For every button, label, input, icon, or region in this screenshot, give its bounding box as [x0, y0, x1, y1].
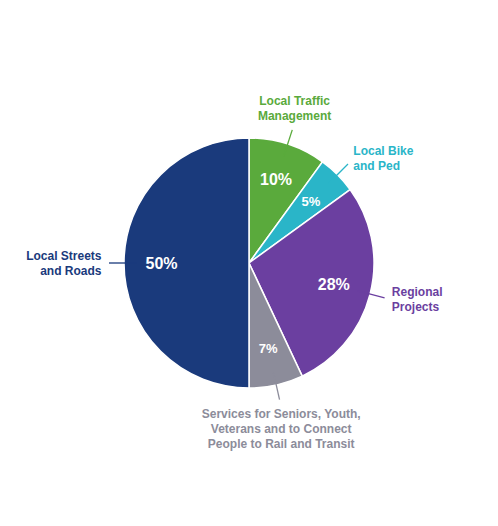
chart: 10%5%28%7%50%Local TrafficManagementLoca…	[0, 0, 498, 526]
data-label: 10%	[260, 171, 292, 188]
slices	[124, 138, 374, 388]
category-label-line: Regional	[392, 285, 443, 299]
category-label: RegionalProjects	[392, 285, 443, 314]
data-label: 5%	[301, 194, 320, 209]
connector	[274, 373, 280, 400]
category-label-line: Local Bike	[353, 144, 413, 158]
category-label: Local TrafficManagement	[258, 94, 331, 123]
category-label-line: Management	[258, 109, 331, 123]
pie: 10%5%28%7%50%Local TrafficManagementLoca…	[26, 94, 442, 451]
slice	[249, 190, 374, 377]
category-label-line: Projects	[392, 300, 440, 314]
connector	[284, 130, 292, 156]
data-labels: 10% 5% 28% 7% 50%	[145, 171, 349, 356]
category-labels: Local TrafficManagement Local Bikeand Ped…	[26, 94, 442, 451]
category-label: Local Streetsand Roads	[26, 249, 102, 278]
slice	[249, 263, 302, 388]
category-label-line: People to Rail and Transit	[208, 437, 355, 451]
category-label-line: and Roads	[40, 264, 102, 278]
connector	[109, 262, 137, 263]
category-label-line: Local Traffic	[259, 94, 330, 108]
data-label: 50%	[145, 255, 177, 272]
connector	[329, 164, 348, 183]
category-label-line: Veterans and to Connect	[211, 422, 352, 436]
category-label-line: Local Streets	[26, 249, 102, 263]
data-label: 28%	[318, 276, 350, 293]
category-label: Services for Seniors, Youth,Veterans and…	[202, 407, 361, 451]
data-label: 7%	[259, 341, 278, 356]
slice	[124, 138, 249, 388]
category-label-line: Services for Seniors, Youth,	[202, 407, 361, 421]
category-label-line: and Ped	[353, 159, 400, 173]
category-label: Local Bikeand Ped	[353, 144, 413, 173]
connector	[358, 291, 385, 298]
